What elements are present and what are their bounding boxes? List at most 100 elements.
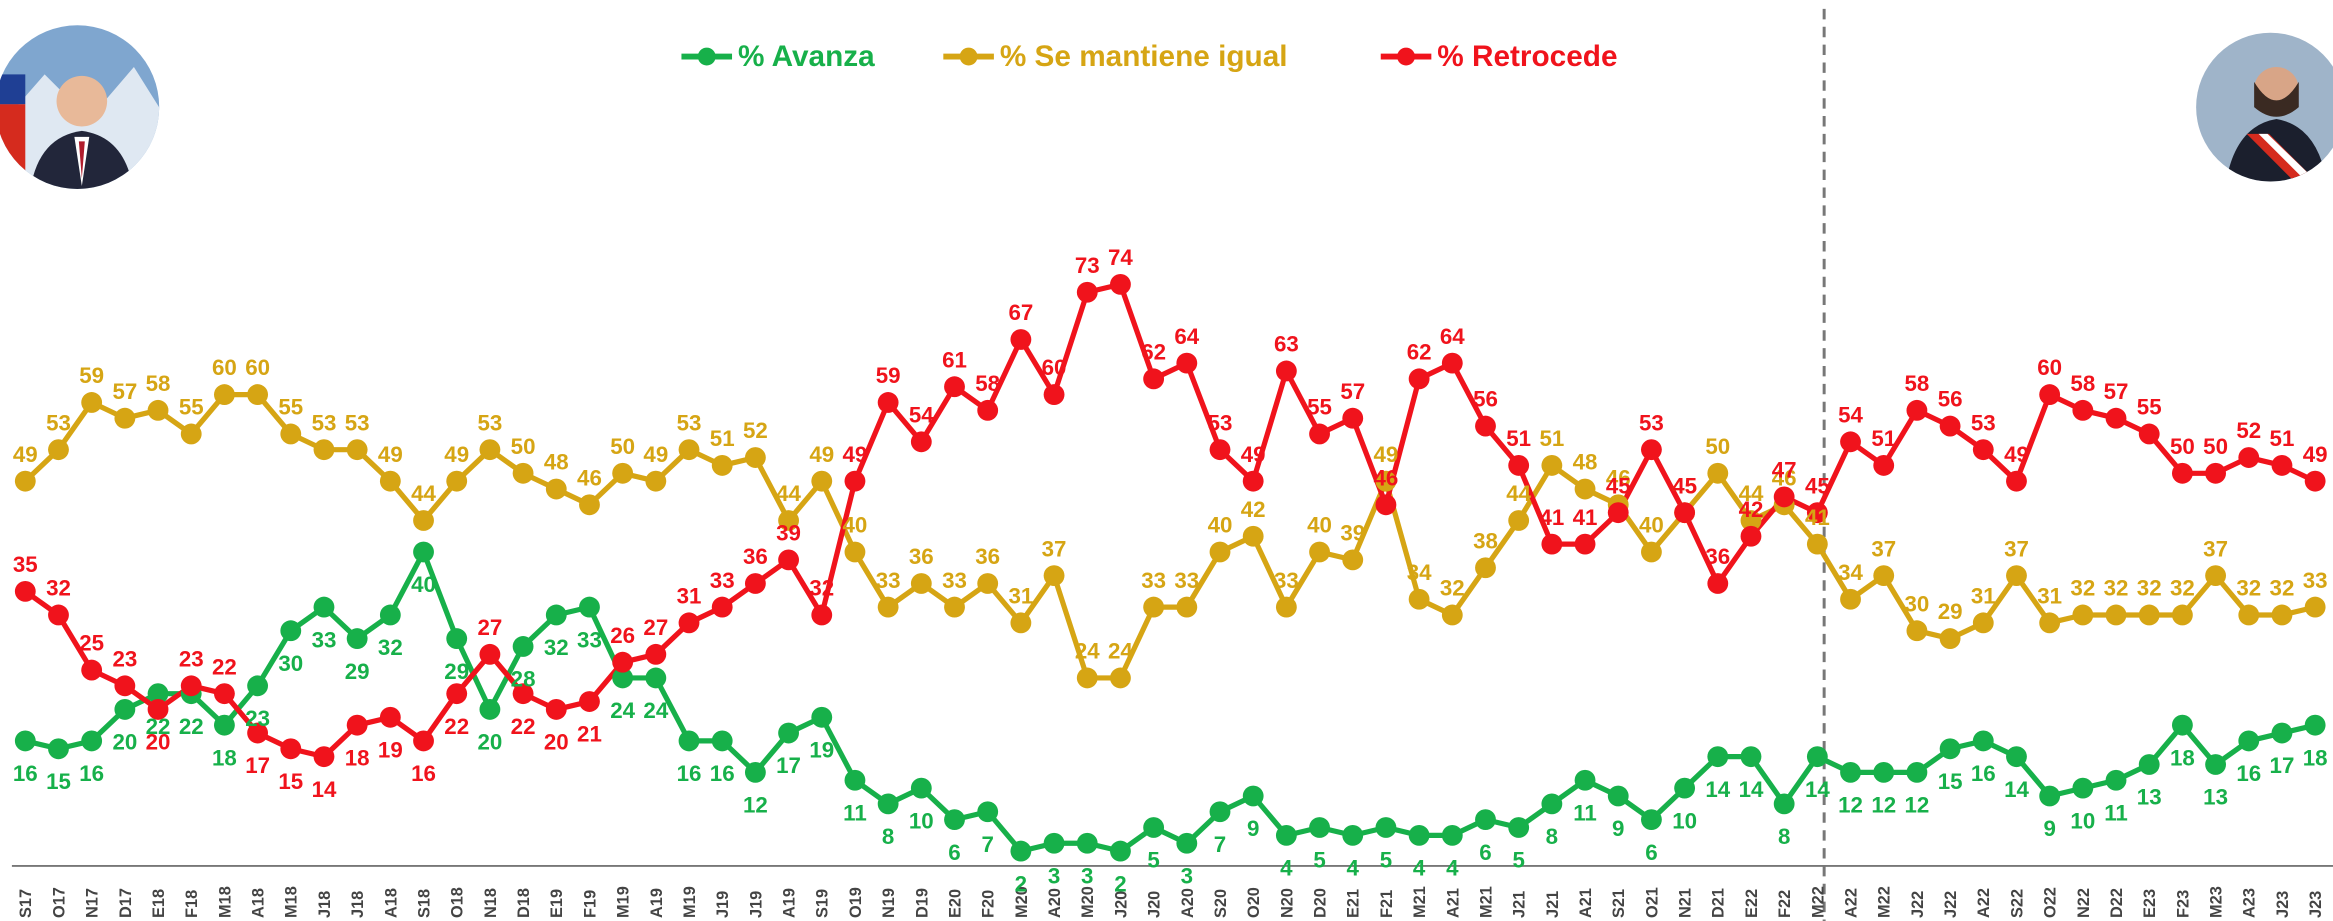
- point: [546, 605, 567, 626]
- point: [1309, 424, 1330, 445]
- value-label: 53: [46, 410, 71, 435]
- point: [214, 715, 235, 736]
- point: [1940, 416, 1961, 437]
- point: [679, 730, 700, 751]
- value-label: 50: [2203, 434, 2228, 459]
- value-label: 5: [1380, 848, 1392, 873]
- value-label: 51: [2270, 426, 2295, 451]
- value-label: 41: [1805, 505, 1830, 530]
- point: [380, 471, 401, 492]
- x-tick-label: J20: [1146, 891, 1164, 918]
- value-label: 49: [13, 442, 38, 467]
- x-tick-label: S19: [814, 889, 832, 918]
- legend-marker: [698, 48, 716, 66]
- x-tick-label: E19: [548, 889, 566, 918]
- point: [1741, 526, 1762, 547]
- value-label: 5: [1147, 848, 1159, 873]
- x-tick-label: F23: [2174, 890, 2192, 918]
- point: [2172, 463, 2193, 484]
- point: [579, 494, 600, 515]
- value-label: 4: [1413, 856, 1426, 881]
- point: [247, 384, 268, 405]
- value-label: 49: [1241, 442, 1266, 467]
- point: [1309, 542, 1330, 563]
- point: [1442, 825, 1463, 846]
- x-tick-label: J23: [2307, 891, 2325, 918]
- point: [1143, 597, 1164, 618]
- value-label: 30: [278, 651, 303, 676]
- x-tick-label: A18: [382, 888, 400, 918]
- point: [745, 762, 766, 783]
- labels: S17O17N17D17E18F18M18A18M18J18J18A18S18O…: [13, 245, 2328, 918]
- point: [1243, 526, 1264, 547]
- value-label: 17: [776, 753, 801, 778]
- value-label: 54: [1838, 402, 1863, 427]
- value-label: 24: [643, 698, 668, 723]
- point: [977, 400, 998, 421]
- point: [48, 439, 69, 460]
- value-label: 33: [1274, 568, 1299, 593]
- value-label: 13: [2137, 785, 2162, 810]
- point: [2272, 723, 2293, 744]
- point: [2272, 605, 2293, 626]
- point: [1840, 431, 1861, 452]
- point: [413, 510, 434, 531]
- value-label: 14: [1805, 777, 1830, 802]
- point: [1508, 817, 1529, 838]
- point: [314, 597, 335, 618]
- point: [811, 605, 832, 626]
- value-label: 18: [2303, 745, 2328, 770]
- point: [1442, 605, 1463, 626]
- point: [1774, 793, 1795, 814]
- point: [446, 683, 467, 704]
- point: [1376, 817, 1397, 838]
- value-label: 18: [212, 745, 237, 770]
- value-label: 15: [46, 769, 71, 794]
- point: [712, 730, 733, 751]
- x-tick-label: J21: [1544, 891, 1562, 918]
- value-label: 8: [1546, 824, 1558, 849]
- x-tick-label: N19: [880, 888, 898, 918]
- chart: % Avanza% Se mantiene igual% Retrocede S…: [0, 0, 2333, 921]
- point: [347, 439, 368, 460]
- value-label: 22: [212, 654, 237, 679]
- x-tick-label: D18: [515, 888, 533, 918]
- x-tick-label: M19: [615, 886, 633, 918]
- value-label: 16: [13, 761, 38, 786]
- x-tick-label: M18: [283, 886, 301, 918]
- value-label: 60: [1042, 355, 1067, 380]
- value-label: 55: [2137, 395, 2162, 420]
- value-label: 54: [909, 402, 934, 427]
- value-label: 49: [643, 442, 668, 467]
- point: [2305, 597, 2326, 618]
- value-label: 55: [278, 395, 303, 420]
- value-label: 48: [544, 450, 569, 475]
- value-label: 32: [1440, 576, 1465, 601]
- point: [845, 542, 866, 563]
- x-tick-label: J18: [316, 891, 334, 918]
- value-label: 12: [1871, 793, 1896, 818]
- value-label: 5: [1512, 848, 1524, 873]
- point: [513, 636, 534, 657]
- value-label: 45: [1606, 473, 1631, 498]
- value-label: 45: [1672, 473, 1697, 498]
- x-tick-label: J23: [2274, 891, 2292, 918]
- point: [247, 675, 268, 696]
- point: [2006, 565, 2027, 586]
- value-label: 9: [1247, 816, 1259, 841]
- point: [1940, 628, 1961, 649]
- point: [679, 612, 700, 633]
- x-tick-label: J18: [349, 891, 367, 918]
- legend-label: % Se mantiene igual: [1000, 40, 1288, 73]
- value-label: 20: [544, 730, 569, 755]
- x-tick-label: M22: [1876, 886, 1894, 918]
- value-label: 47: [1772, 458, 1797, 483]
- point: [1608, 786, 1629, 807]
- point: [181, 424, 202, 445]
- value-label: 33: [312, 627, 337, 652]
- value-label: 4: [1446, 856, 1459, 881]
- x-tick-label: N17: [84, 888, 102, 918]
- point: [1044, 384, 1065, 405]
- point: [148, 400, 169, 421]
- point: [811, 471, 832, 492]
